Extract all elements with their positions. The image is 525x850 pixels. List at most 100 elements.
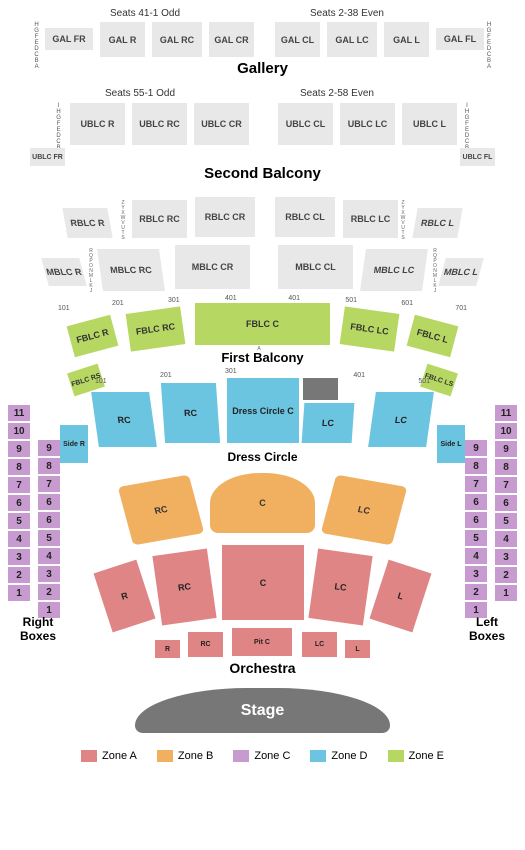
orch-lo-4[interactable]: L bbox=[345, 640, 370, 658]
sb-block-3[interactable]: UBLC CL bbox=[278, 103, 333, 145]
gallery-block-5[interactable]: GAL LC bbox=[327, 22, 377, 57]
dc-2[interactable]: Dress Circle C bbox=[227, 378, 299, 443]
legend-b: Zone B bbox=[157, 750, 213, 762]
lbox-o-3[interactable]: 8 bbox=[495, 459, 517, 475]
lbox-o-10[interactable]: 1 bbox=[495, 585, 517, 601]
gallery-block-0[interactable]: GAL FR bbox=[45, 28, 93, 50]
mblc-rows-1: RQPONMLKJ bbox=[88, 248, 93, 293]
orch-lo-2[interactable]: Pit C bbox=[232, 628, 292, 656]
lbox-i-2[interactable]: 7 bbox=[465, 476, 487, 492]
fblc-3[interactable]: FBLC LC bbox=[340, 306, 400, 351]
orch-lo-1[interactable]: RC bbox=[188, 632, 223, 657]
lbox-o-9[interactable]: 2 bbox=[495, 567, 517, 583]
lbox-i-1[interactable]: 8 bbox=[465, 458, 487, 474]
gallery-block-6[interactable]: GAL L bbox=[384, 22, 429, 57]
sb-block-2[interactable]: UBLC CR bbox=[194, 103, 249, 145]
lbox-o-2[interactable]: 9 bbox=[495, 441, 517, 457]
rbox-o-2[interactable]: 9 bbox=[8, 441, 30, 457]
dc-0[interactable]: RC bbox=[91, 392, 157, 447]
rbox-i-4[interactable]: 6 bbox=[38, 512, 60, 528]
sb-far-right[interactable]: UBLC FL bbox=[460, 148, 495, 166]
mblc-0[interactable]: MBLC R bbox=[41, 258, 87, 286]
lbox-i-5[interactable]: 5 bbox=[465, 530, 487, 546]
dc-num-3: 401 bbox=[353, 372, 365, 379]
orch-mid-2[interactable]: C bbox=[222, 545, 304, 620]
gallery-block-7[interactable]: GAL FL bbox=[436, 28, 484, 50]
mblc-2[interactable]: MBLC CR bbox=[175, 245, 250, 289]
rbox-o-7[interactable]: 4 bbox=[8, 531, 30, 547]
orch-lo-3[interactable]: LC bbox=[302, 632, 337, 657]
orch-mid-1[interactable]: RC bbox=[152, 549, 216, 626]
lbox-o-8[interactable]: 3 bbox=[495, 549, 517, 565]
rblc-4[interactable]: RBLC LC bbox=[343, 200, 398, 238]
orch-up-1[interactable]: C bbox=[210, 473, 315, 533]
fblc-num-3: 401 bbox=[225, 295, 237, 302]
lbox-o-5[interactable]: 6 bbox=[495, 495, 517, 511]
dc-1[interactable]: RC bbox=[161, 383, 220, 443]
mblc-4[interactable]: MBLC LC bbox=[360, 249, 428, 291]
sb-block-4[interactable]: UBLC LC bbox=[340, 103, 395, 145]
lbox-o-4[interactable]: 7 bbox=[495, 477, 517, 493]
orch-lo-0[interactable]: R bbox=[155, 640, 180, 658]
sb-block-5[interactable]: UBLC L bbox=[402, 103, 457, 145]
rbox-i-1[interactable]: 8 bbox=[38, 458, 60, 474]
rbox-i-7[interactable]: 3 bbox=[38, 566, 60, 582]
mblc-3[interactable]: MBLC CL bbox=[278, 245, 353, 289]
gallery-block-2[interactable]: GAL RC bbox=[152, 22, 202, 57]
rbox-o-9[interactable]: 2 bbox=[8, 567, 30, 583]
mblc-5[interactable]: MBLC L bbox=[438, 258, 484, 286]
orch-mid-4[interactable]: L bbox=[370, 560, 432, 633]
sb-far-left[interactable]: UBLC FR bbox=[30, 148, 65, 166]
lbox-i-8[interactable]: 2 bbox=[465, 584, 487, 600]
orch-mid-0[interactable]: R bbox=[94, 560, 156, 633]
dc-4[interactable]: LC bbox=[368, 392, 434, 447]
fblc-2[interactable]: FBLC C bbox=[195, 303, 330, 345]
rbox-o-1[interactable]: 10 bbox=[8, 423, 30, 439]
orch-up-0[interactable]: RC bbox=[118, 475, 204, 546]
rblc-0[interactable]: RBLC R bbox=[62, 208, 112, 238]
legend: Zone A Zone B Zone C Zone D Zone E bbox=[60, 750, 465, 762]
rbox-o-0[interactable]: 11 bbox=[8, 405, 30, 421]
sb-block-0[interactable]: UBLC R bbox=[70, 103, 125, 145]
lbox-o-0[interactable]: 11 bbox=[495, 405, 517, 421]
rbox-i-0[interactable]: 9 bbox=[38, 440, 60, 456]
gallery-block-1[interactable]: GAL R bbox=[100, 22, 145, 57]
rbox-o-3[interactable]: 8 bbox=[8, 459, 30, 475]
rbox-i-3[interactable]: 6 bbox=[38, 494, 60, 510]
dc-title: Dress Circle bbox=[0, 450, 525, 464]
rbox-o-8[interactable]: 3 bbox=[8, 549, 30, 565]
orch-mid-3[interactable]: LC bbox=[308, 549, 372, 626]
rbox-o-6[interactable]: 5 bbox=[8, 513, 30, 529]
rbox-i-5[interactable]: 5 bbox=[38, 530, 60, 546]
rblc-3[interactable]: RBLC CL bbox=[275, 197, 335, 237]
dc-3[interactable]: LC bbox=[302, 403, 355, 443]
rbox-i-8[interactable]: 2 bbox=[38, 584, 60, 600]
mblc-1[interactable]: MBLC RC bbox=[97, 249, 165, 291]
fblc-1[interactable]: FBLC RC bbox=[126, 306, 186, 351]
lbox-i-3[interactable]: 6 bbox=[465, 494, 487, 510]
fblc-num-7: 701 bbox=[455, 305, 467, 312]
lbox-o-6[interactable]: 5 bbox=[495, 513, 517, 529]
rblc-rows-1: ZYXWVUTS bbox=[120, 200, 125, 240]
lbox-o-1[interactable]: 10 bbox=[495, 423, 517, 439]
orch-up-2[interactable]: LC bbox=[321, 475, 407, 546]
fblc-num-1: 201 bbox=[112, 300, 124, 307]
rbox-i-2[interactable]: 7 bbox=[38, 476, 60, 492]
lbox-i-4[interactable]: 6 bbox=[465, 512, 487, 528]
stage: Stage bbox=[135, 688, 390, 733]
lbox-i-7[interactable]: 3 bbox=[465, 566, 487, 582]
gallery-block-4[interactable]: GAL CL bbox=[275, 22, 320, 57]
sb-block-1[interactable]: UBLC RC bbox=[132, 103, 187, 145]
lbox-i-0[interactable]: 9 bbox=[465, 440, 487, 456]
mblc-rows-2: RQPONMLKJ bbox=[432, 248, 437, 293]
gallery-block-3[interactable]: GAL CR bbox=[209, 22, 254, 57]
rbox-o-4[interactable]: 7 bbox=[8, 477, 30, 493]
rbox-o-10[interactable]: 1 bbox=[8, 585, 30, 601]
rblc-5[interactable]: RBLC L bbox=[412, 208, 462, 238]
lbox-i-6[interactable]: 4 bbox=[465, 548, 487, 564]
rbox-o-5[interactable]: 6 bbox=[8, 495, 30, 511]
rbox-i-6[interactable]: 4 bbox=[38, 548, 60, 564]
rblc-1[interactable]: RBLC RC bbox=[132, 200, 187, 238]
rblc-2[interactable]: RBLC CR bbox=[195, 197, 255, 237]
lbox-o-7[interactable]: 4 bbox=[495, 531, 517, 547]
